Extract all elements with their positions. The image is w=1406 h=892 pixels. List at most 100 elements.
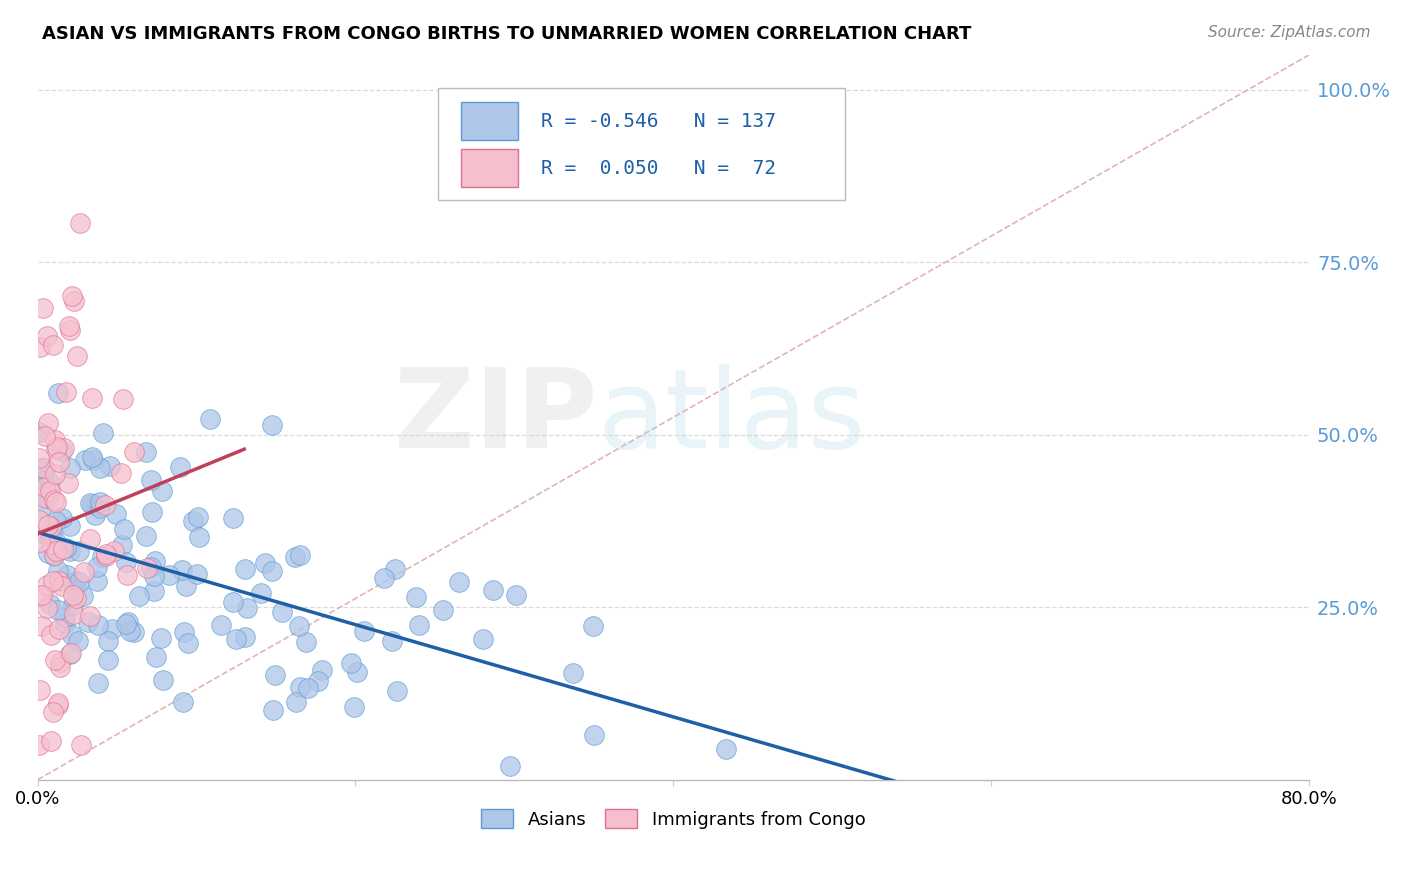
Point bbox=[28, 425, 51, 439]
Point bbox=[53, 615, 76, 630]
Point bbox=[89, 501, 111, 516]
Point bbox=[149, 632, 172, 646]
Point bbox=[82, 452, 104, 467]
Point bbox=[80, 391, 103, 405]
Point bbox=[46, 696, 69, 710]
Point bbox=[472, 632, 495, 646]
Point bbox=[84, 508, 107, 523]
Point bbox=[46, 541, 69, 556]
Point bbox=[381, 634, 404, 648]
Text: R =  0.050   N =  72: R = 0.050 N = 72 bbox=[541, 159, 776, 178]
Point bbox=[82, 497, 104, 511]
Point bbox=[340, 656, 363, 670]
Point bbox=[80, 450, 103, 465]
Point bbox=[46, 698, 69, 712]
Point bbox=[141, 560, 163, 574]
Point bbox=[34, 462, 56, 476]
Point bbox=[70, 738, 93, 752]
Point bbox=[96, 549, 118, 563]
Point bbox=[34, 475, 56, 489]
Point bbox=[42, 705, 65, 719]
Point bbox=[79, 609, 101, 624]
Point bbox=[39, 628, 62, 642]
Point bbox=[115, 556, 138, 570]
Point bbox=[145, 650, 167, 665]
Point bbox=[45, 494, 67, 508]
Point bbox=[35, 601, 58, 615]
Point bbox=[75, 453, 97, 467]
Point bbox=[37, 329, 59, 343]
Point bbox=[32, 301, 55, 315]
Point bbox=[384, 562, 406, 576]
Point bbox=[44, 467, 66, 481]
Point bbox=[28, 513, 51, 527]
Point bbox=[58, 519, 80, 533]
Point bbox=[284, 549, 307, 564]
Point bbox=[94, 499, 117, 513]
Point bbox=[297, 681, 319, 695]
Point bbox=[346, 665, 368, 679]
Point bbox=[91, 425, 114, 440]
Point bbox=[42, 493, 65, 508]
Point bbox=[37, 518, 59, 533]
Point bbox=[58, 319, 80, 334]
Point bbox=[118, 624, 141, 638]
Point bbox=[449, 574, 471, 589]
Point bbox=[34, 491, 56, 506]
Point bbox=[39, 476, 62, 491]
Point bbox=[59, 648, 82, 662]
Point bbox=[110, 538, 132, 552]
Point bbox=[583, 728, 606, 742]
Point bbox=[39, 734, 62, 748]
Point bbox=[44, 548, 66, 562]
Point bbox=[30, 535, 52, 549]
Point bbox=[225, 632, 247, 646]
FancyBboxPatch shape bbox=[461, 149, 519, 187]
Point bbox=[96, 547, 118, 561]
Point bbox=[172, 563, 194, 577]
Point bbox=[290, 680, 312, 694]
Point bbox=[48, 455, 70, 469]
Point bbox=[66, 633, 89, 648]
Point bbox=[173, 625, 195, 640]
Point bbox=[260, 417, 283, 432]
Point bbox=[62, 598, 84, 612]
Point bbox=[79, 532, 101, 546]
Point bbox=[32, 462, 55, 476]
Point bbox=[110, 466, 132, 480]
Point bbox=[86, 574, 108, 589]
Point bbox=[112, 392, 135, 406]
Point bbox=[45, 535, 67, 549]
Point bbox=[73, 565, 96, 579]
Point bbox=[48, 574, 70, 589]
Point bbox=[353, 624, 375, 639]
Point bbox=[90, 550, 112, 565]
Point bbox=[30, 500, 52, 515]
Point bbox=[103, 544, 125, 558]
Point bbox=[28, 450, 51, 465]
Point bbox=[46, 440, 69, 454]
Point bbox=[63, 294, 86, 309]
Point bbox=[86, 618, 108, 632]
Point bbox=[150, 484, 173, 499]
Point bbox=[45, 442, 67, 456]
Point bbox=[44, 433, 66, 447]
Point bbox=[67, 574, 90, 589]
Point bbox=[172, 695, 194, 709]
Point bbox=[499, 759, 522, 773]
Point bbox=[295, 635, 318, 649]
Point bbox=[135, 529, 157, 543]
Point bbox=[45, 514, 67, 528]
Point bbox=[260, 564, 283, 578]
Point bbox=[51, 444, 73, 458]
Point bbox=[124, 624, 146, 639]
Point bbox=[42, 338, 65, 352]
Point bbox=[84, 498, 107, 512]
Point bbox=[169, 459, 191, 474]
Point bbox=[62, 588, 84, 602]
Point bbox=[141, 505, 163, 519]
Point bbox=[52, 542, 75, 557]
Point bbox=[41, 525, 63, 540]
Point bbox=[235, 631, 257, 645]
Point bbox=[271, 605, 294, 619]
